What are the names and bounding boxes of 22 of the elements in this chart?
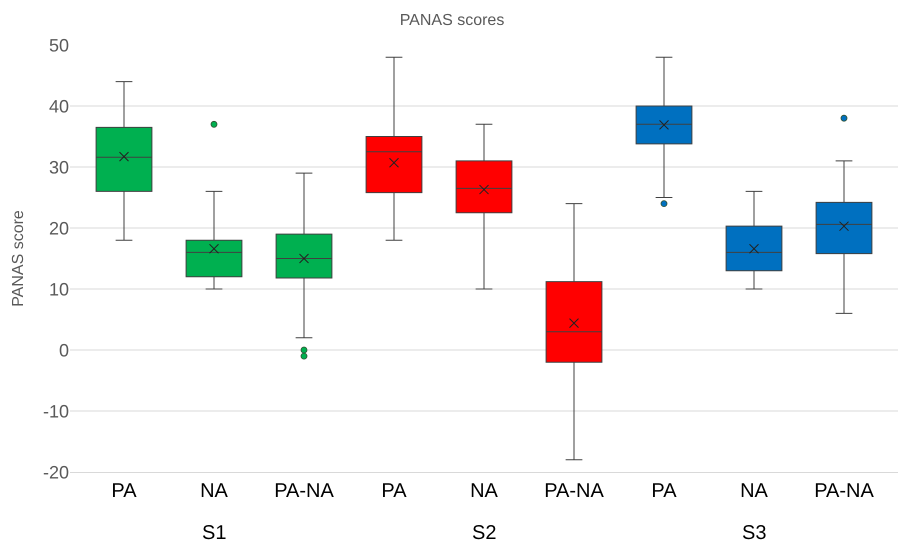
y-tick-label: 30 bbox=[48, 157, 69, 178]
x-tick-label: PA-NA bbox=[274, 480, 334, 502]
y-tick-label: 10 bbox=[48, 279, 69, 300]
x-tick-label: NA bbox=[740, 480, 769, 502]
y-tick-label: -10 bbox=[42, 401, 69, 422]
x-tick-label: NA bbox=[200, 480, 229, 502]
x-tick-label: PA bbox=[651, 480, 678, 502]
y-tick-label: 20 bbox=[48, 218, 69, 238]
text: S1 bbox=[202, 522, 226, 544]
y-axis-title: PANAS score bbox=[10, 210, 27, 307]
y-tick-label: -20 bbox=[42, 462, 69, 482]
x-tick-label: PA bbox=[381, 480, 408, 502]
y-tick-label: 0 bbox=[58, 340, 69, 360]
x-tick-label: NA bbox=[470, 480, 499, 502]
text: S2 bbox=[472, 522, 496, 544]
x-tick-label: PA-NA bbox=[544, 480, 604, 502]
y-tick-label: 40 bbox=[48, 96, 69, 116]
x-tick-label: PA-NA bbox=[814, 480, 874, 502]
chart-title: PANAS scores bbox=[400, 12, 504, 29]
x-tick-label: PA bbox=[111, 480, 138, 502]
text: S3 bbox=[742, 522, 766, 544]
y-tick-label: 50 bbox=[48, 35, 69, 56]
